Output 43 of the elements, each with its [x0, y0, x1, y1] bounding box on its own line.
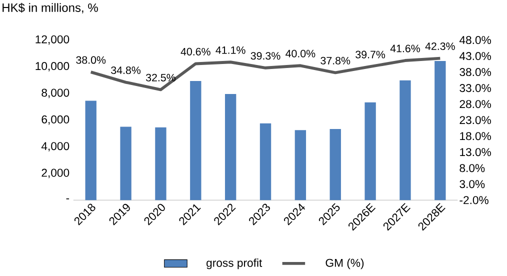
data-label: 40.0%	[286, 50, 316, 58]
y2-tick-label: 38.0%	[460, 68, 491, 76]
data-label: 41.6%	[390, 44, 420, 52]
y2-tick-label: 28.0%	[460, 100, 491, 108]
data-label: 41.1%	[216, 46, 246, 54]
y-axis-title: HK$ in millions, %	[2, 2, 98, 14]
bar	[434, 60, 446, 200]
legend-label: gross profit	[206, 258, 262, 270]
y-tick-label: 6,000	[42, 115, 70, 125]
bar	[85, 100, 96, 200]
legend-label: GM (%)	[326, 258, 364, 270]
data-label: 34.8%	[111, 66, 141, 74]
bar	[190, 80, 202, 200]
data-label: 42.3%	[425, 42, 455, 50]
y-tick-label: 12,000	[36, 35, 70, 45]
bar	[120, 126, 132, 200]
bar	[400, 80, 411, 200]
y-tick-label: 8,000	[42, 88, 70, 98]
bar	[364, 102, 376, 200]
y2-tick-label: 8.0%	[460, 164, 485, 172]
y-tick-label: 10,000	[36, 62, 70, 72]
data-label: 32.5%	[146, 74, 176, 82]
data-label: 38.0%	[76, 56, 106, 64]
bar	[330, 128, 341, 200]
y2-tick-label: 43.0%	[459, 52, 491, 60]
data-label: 39.7%	[356, 50, 386, 58]
y2-tick-label: 33.0%	[460, 84, 491, 92]
y2-tick-label: 18.0%	[460, 132, 491, 140]
data-label: 37.8%	[320, 56, 350, 64]
y2-tick-label: 3.0%	[460, 180, 485, 188]
y2-tick-label: 48.0%	[459, 36, 491, 44]
y-tick-label: 2,000	[42, 168, 70, 178]
bar	[260, 123, 272, 200]
y2-tick-label: 13.0%	[460, 148, 491, 156]
data-label: 40.6%	[180, 48, 210, 56]
bar	[294, 130, 306, 200]
data-label: 39.3%	[250, 52, 280, 60]
y-tick-label: -	[66, 198, 70, 200]
y2-tick-label: 23.0%	[460, 116, 491, 124]
bar	[224, 94, 236, 200]
y-tick-label: 4,000	[41, 142, 70, 152]
y2-tick-label: -2.0%	[460, 196, 488, 204]
bar	[155, 127, 166, 200]
